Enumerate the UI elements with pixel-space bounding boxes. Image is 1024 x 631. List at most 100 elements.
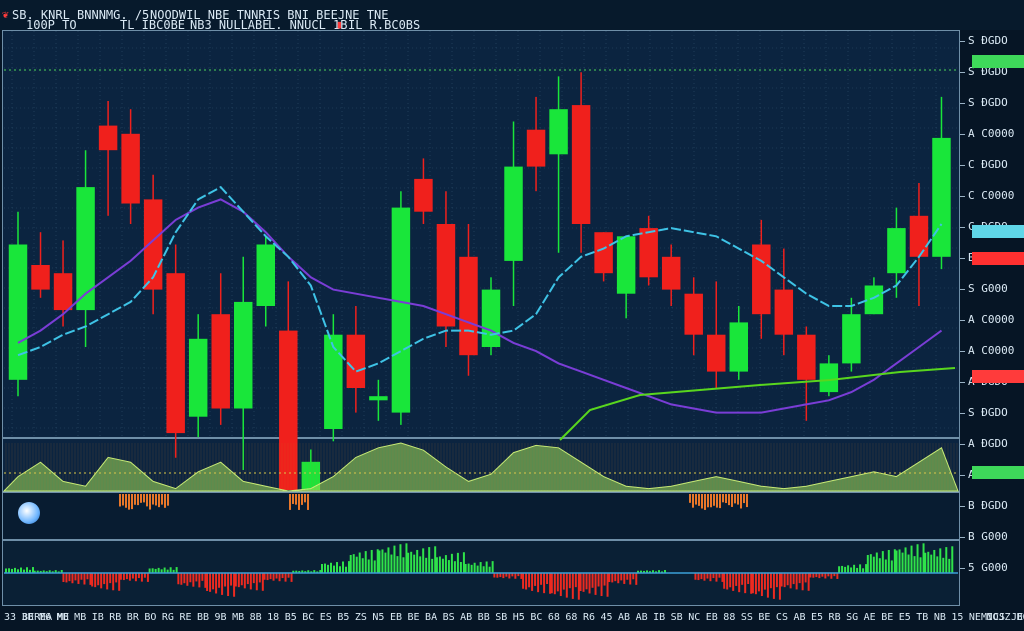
price-axis-label: S ĐGDO (960, 96, 1008, 109)
time-axis-label: R6 (583, 612, 595, 623)
time-axis-label: IB (653, 612, 665, 623)
candle-body (707, 335, 725, 372)
candle-body (662, 257, 680, 290)
time-axis-label: AE (864, 612, 876, 623)
time-axis-label: BE (758, 612, 770, 623)
price-axis: S ĐGDOS ĐGDOS ĐGDOA C0000C ĐGDOC C0000C … (960, 30, 1024, 631)
time-axis-label: SB (671, 612, 683, 623)
time-axis-label: 15 (951, 612, 963, 623)
time-axis-label: EB (706, 612, 718, 623)
candle-body (797, 335, 815, 380)
time-axis-label: IB (92, 612, 104, 623)
time-axis-label: E5 (899, 612, 911, 623)
candle-body (257, 245, 275, 307)
price-axis-label: S ĐGDO (960, 406, 1008, 419)
candle-body (347, 335, 365, 388)
candle-body (234, 302, 252, 409)
time-axis-label: RG (162, 612, 174, 623)
time-axis-label: AB (618, 612, 630, 623)
time-axis-label: BE (408, 612, 420, 623)
time-axis-label: BA (425, 612, 437, 623)
time-axis-label: AB (460, 612, 472, 623)
candle-body (887, 228, 905, 273)
time-axis-label: BO (144, 612, 156, 623)
candle-body (752, 245, 770, 315)
time-axis-label: CS (776, 612, 788, 623)
candle-body (369, 396, 387, 400)
time-axis-label: NC (688, 612, 700, 623)
price-axis-tag (972, 225, 1024, 238)
time-axis-label: MB (74, 612, 86, 623)
candle-body (775, 290, 793, 335)
ma-long-line (560, 368, 955, 440)
time-axis-label: RE (179, 612, 191, 623)
candle-body (820, 363, 838, 392)
time-axis-label: NOJZ BOOEB (986, 612, 1024, 623)
candle-body (504, 167, 522, 261)
time-axis-label: BS (443, 612, 455, 623)
time-axis-label: BC (302, 612, 314, 623)
candle-body (482, 290, 500, 347)
candle-body (594, 232, 612, 273)
time-axis-label: SS (741, 612, 753, 623)
candle-body (414, 179, 432, 212)
time-axis-label: AB (636, 612, 648, 623)
price-axis-label: A C0000 (960, 313, 1014, 326)
time-axis-label: ES (320, 612, 332, 623)
time-axis-label: MB (57, 612, 69, 623)
candle-body (572, 105, 590, 224)
time-axis-label: B5 (285, 612, 297, 623)
candle-body (684, 294, 702, 335)
price-axis-label: A ĐGDO (960, 437, 1008, 450)
time-axis-label: E5 (811, 612, 823, 623)
candle-body (549, 109, 567, 154)
price-axis-label: C C0000 (960, 189, 1014, 202)
time-axis-label: SB (495, 612, 507, 623)
time-axis-label: 9B (215, 612, 227, 623)
candle-body (54, 273, 72, 310)
time-axis-label: B5 (337, 612, 349, 623)
time-axis-label: BE (881, 612, 893, 623)
candle-body (842, 314, 860, 363)
candle-body (527, 130, 545, 167)
time-axis-label: 45 (600, 612, 612, 623)
price-axis-label: 5 G000 (960, 561, 1008, 574)
candle-body (865, 286, 883, 315)
candle-body (99, 126, 117, 151)
candle-body (392, 208, 410, 413)
time-axis-label: 8B (250, 612, 262, 623)
time-axis: 33 BEREA 3B M6 ME MB MB IB RB BR BO RG RE BB 9B MB 8B 1… (0, 606, 1024, 631)
time-axis-label: 68 (565, 612, 577, 623)
price-axis-tag (972, 466, 1024, 479)
candle-body (31, 265, 49, 290)
price-axis-label: B G000 (960, 530, 1008, 543)
time-axis-label: ZS (355, 612, 367, 623)
time-axis-label: BC (530, 612, 542, 623)
candle-body (189, 339, 207, 417)
time-axis-label: N5 (372, 612, 384, 623)
time-axis-label: RB (109, 612, 121, 623)
price-axis-label: A C0000 (960, 344, 1014, 357)
candle-body (211, 314, 229, 408)
candle-body (324, 335, 342, 429)
time-axis-label: 18 (267, 612, 279, 623)
candle-body (166, 273, 184, 433)
candle-body (76, 187, 94, 310)
price-axis-label: C ĐGDO (960, 158, 1008, 171)
candle-body (121, 134, 139, 204)
candle-body (932, 138, 950, 257)
time-axis-label: TB (916, 612, 928, 623)
globe-icon[interactable] (18, 502, 40, 524)
time-axis-label: AB (793, 612, 805, 623)
price-axis-label: S ĐGDO (960, 34, 1008, 47)
candle-body (730, 322, 748, 371)
time-axis-label: NB (934, 612, 946, 623)
price-axis-label: B ĐGDO (960, 499, 1008, 512)
time-axis-label: BB (478, 612, 490, 623)
time-axis-label: H5 (513, 612, 525, 623)
candle-body (459, 257, 477, 355)
time-axis-label: SG (846, 612, 858, 623)
time-axis-label: MB (232, 612, 244, 623)
time-axis-label: 68 (548, 612, 560, 623)
